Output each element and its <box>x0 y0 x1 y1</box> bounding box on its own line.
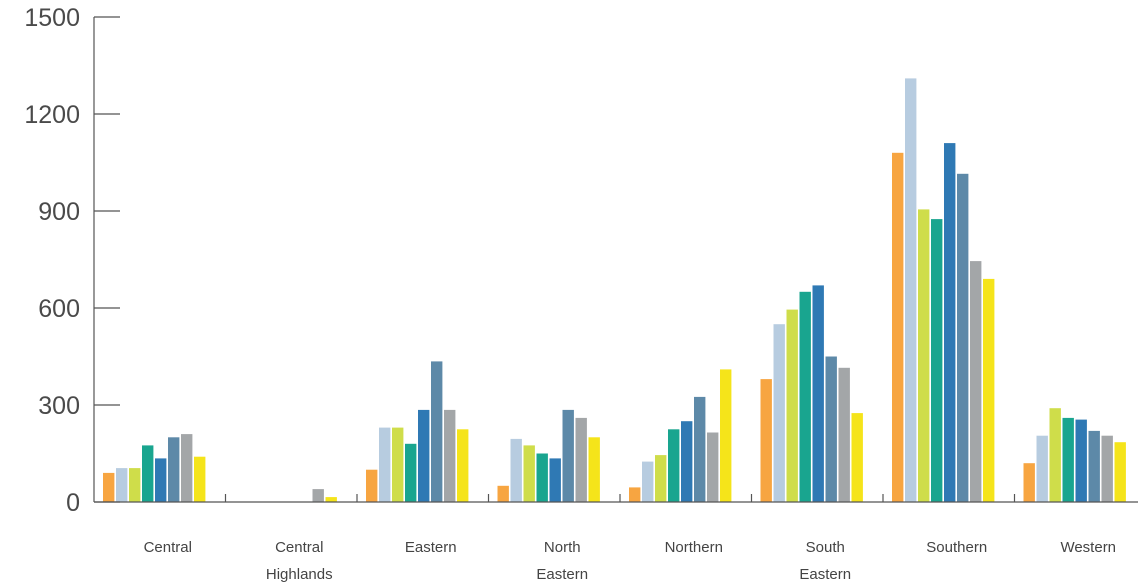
x-category-label: Eastern <box>405 539 457 556</box>
bar <box>536 453 548 502</box>
x-category-label: Southern <box>926 539 987 556</box>
x-category-label: Central <box>144 539 192 556</box>
x-category-label: South Eastern <box>799 539 851 583</box>
bar <box>668 429 680 503</box>
bar <box>444 409 456 502</box>
x-category-label: Central Highlands <box>266 539 333 583</box>
y-tick-label: 1500 <box>24 4 80 32</box>
bar <box>905 78 917 503</box>
plot-area <box>103 78 1126 503</box>
bar <box>116 468 128 502</box>
bar <box>681 421 693 502</box>
bar <box>142 445 154 502</box>
bar <box>181 434 193 502</box>
bar <box>851 413 863 502</box>
bar <box>312 489 324 502</box>
bar <box>838 367 850 502</box>
bar <box>523 445 535 502</box>
bar <box>1114 442 1126 502</box>
bar <box>655 455 667 502</box>
bar <box>825 356 837 502</box>
x-category-label: Western <box>1060 539 1116 556</box>
bar <box>588 437 600 502</box>
bar <box>1062 417 1074 502</box>
bar <box>457 429 469 503</box>
bar <box>510 438 522 502</box>
bar <box>1075 419 1087 502</box>
bar <box>194 456 206 502</box>
bar <box>562 409 574 502</box>
bar <box>497 485 509 502</box>
x-category-label: North Eastern <box>536 539 588 583</box>
bar <box>366 469 378 502</box>
bar <box>1101 435 1113 502</box>
y-tick-label: 600 <box>38 295 80 323</box>
y-tick-label: 300 <box>38 392 80 420</box>
bar <box>1036 435 1048 502</box>
bar <box>379 427 391 502</box>
bar <box>392 427 404 502</box>
bar <box>1049 408 1061 502</box>
bar <box>629 487 641 502</box>
axes: 0 300 600 900 1200 1500 Central Central Highland… <box>24 4 1138 583</box>
bar <box>103 472 115 502</box>
bar <box>892 152 904 503</box>
bar <box>931 219 943 502</box>
bar <box>694 396 706 502</box>
bar <box>773 324 785 502</box>
bar <box>405 443 417 502</box>
bar <box>720 369 732 502</box>
bar <box>957 173 969 503</box>
bar <box>799 291 811 502</box>
bar <box>760 379 772 502</box>
bar <box>431 361 443 502</box>
bar <box>918 209 930 502</box>
y-tick-label: 1200 <box>24 101 80 129</box>
bar <box>944 143 956 502</box>
bar <box>970 261 982 502</box>
bar <box>642 461 654 502</box>
x-category-label: Northern <box>665 539 723 556</box>
bar <box>168 437 180 502</box>
y-tick-label: 0 <box>66 489 80 517</box>
bar <box>786 309 798 502</box>
bar <box>549 458 561 502</box>
bar <box>418 409 430 502</box>
bar <box>325 497 337 502</box>
bar <box>707 432 719 502</box>
bar <box>1088 430 1100 502</box>
bar <box>155 458 167 502</box>
bar <box>812 285 824 502</box>
bar <box>983 278 995 502</box>
bar <box>129 468 141 502</box>
bar <box>1023 463 1035 502</box>
bar <box>575 417 587 502</box>
y-tick-label: 900 <box>38 198 80 226</box>
